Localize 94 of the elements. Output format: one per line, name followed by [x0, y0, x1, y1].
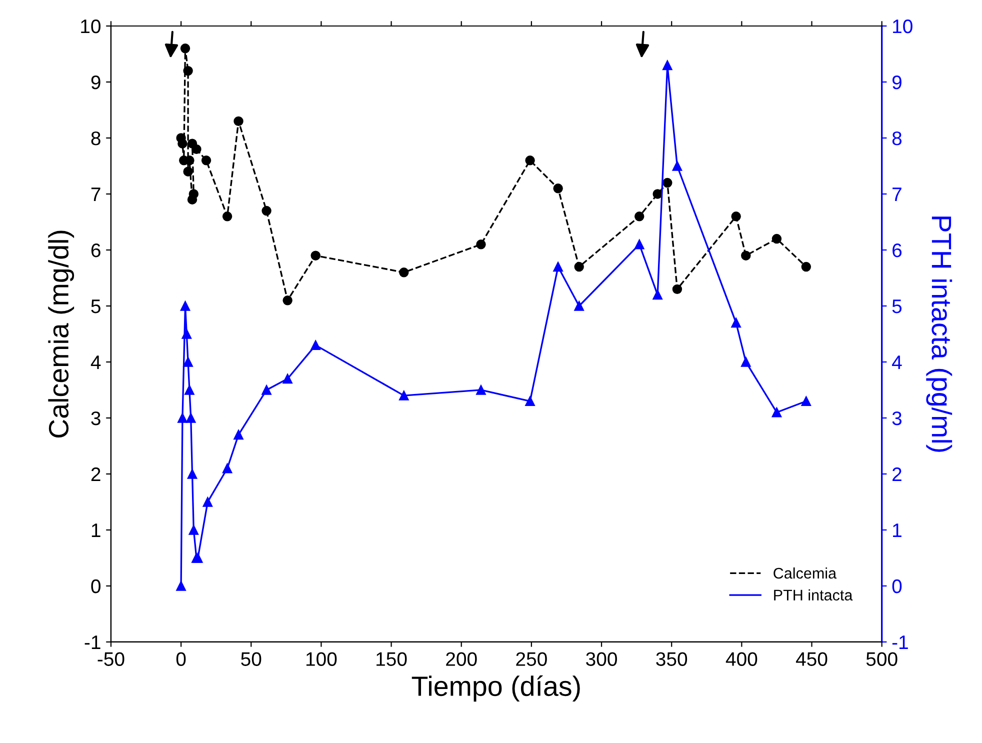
- y-axis-title: Calcemia (mg/dl): [48, 230, 74, 438]
- y-tick-label: 0: [91, 579, 100, 594]
- point: [178, 413, 188, 423]
- y2-tick-label: 6: [892, 243, 902, 258]
- point: [662, 178, 672, 188]
- point: [262, 385, 272, 395]
- x-tick-label: 450: [796, 652, 828, 666]
- y2-tick-label: 2: [892, 467, 902, 482]
- point: [184, 385, 194, 395]
- y-tick-label: 3: [91, 411, 100, 426]
- legend-label: PTH intacta: [774, 589, 853, 601]
- point: [662, 60, 672, 70]
- point: [282, 296, 292, 306]
- y2-axis-title: PTH intacta (pg/ml): [926, 216, 952, 452]
- point: [741, 250, 751, 260]
- point: [652, 189, 662, 199]
- point: [574, 301, 584, 311]
- point: [282, 374, 292, 384]
- point: [525, 156, 535, 166]
- point: [178, 138, 188, 148]
- point: [201, 156, 212, 166]
- point: [476, 240, 486, 250]
- x-tick-label: 400: [726, 652, 758, 666]
- y2-tick-label: 4: [892, 356, 902, 370]
- point: [652, 290, 662, 300]
- point: [399, 390, 409, 400]
- point: [234, 116, 244, 126]
- point: [672, 284, 682, 294]
- x-axis-title: Tiempo (días): [412, 675, 580, 702]
- point: [180, 301, 190, 311]
- point: [180, 44, 190, 54]
- point: [399, 268, 409, 278]
- y2-tick-label: 7: [892, 188, 902, 202]
- legend-label: Calcemia: [774, 567, 837, 579]
- point: [801, 396, 812, 406]
- point: [525, 396, 535, 406]
- point: [731, 212, 741, 222]
- y2-tick-label: 8: [892, 131, 902, 146]
- point: [476, 385, 486, 395]
- point: [634, 240, 644, 250]
- point: [186, 413, 196, 423]
- point: [801, 262, 812, 272]
- point: [182, 329, 192, 339]
- x-tick-label: 300: [586, 652, 617, 666]
- point: [188, 189, 199, 199]
- point: [188, 525, 199, 535]
- x-tick-label: 350: [656, 652, 688, 666]
- y-tick-label: 1: [92, 524, 100, 538]
- point: [234, 430, 244, 440]
- y-tick-label: 9: [91, 75, 100, 90]
- y-tick-label: -1: [84, 636, 100, 649]
- y-tick-label: 4: [90, 356, 101, 370]
- y-tick-label: 8: [91, 131, 100, 146]
- y-tick-label: 2: [91, 467, 100, 482]
- point: [192, 144, 202, 154]
- point: [310, 250, 320, 260]
- x-tick-label: 0: [176, 652, 186, 666]
- point: [672, 161, 682, 171]
- y2-tick-label: 9: [892, 75, 902, 90]
- y2-tick-label: -1: [892, 636, 908, 649]
- point: [741, 357, 751, 367]
- x-tick-label: 50: [241, 652, 262, 666]
- point: [553, 262, 563, 272]
- y-tick-label: 6: [91, 243, 100, 258]
- point: [772, 408, 782, 418]
- y-tick-label: 5: [91, 300, 100, 314]
- point: [183, 166, 193, 176]
- point: [574, 262, 584, 272]
- point: [634, 212, 644, 222]
- y-tick-label: 7: [91, 188, 100, 202]
- x-tick-label: 250: [516, 652, 547, 666]
- point: [183, 66, 193, 76]
- x-tick-label: 500: [866, 652, 898, 666]
- x-tick-label: -50: [98, 652, 124, 666]
- point: [310, 340, 320, 350]
- point: [262, 206, 272, 216]
- point: [222, 212, 232, 222]
- x-tick-label: 200: [446, 652, 477, 666]
- x-tick-label: 100: [306, 652, 337, 666]
- y-tick-label: 10: [81, 19, 100, 34]
- y2-tick-label: 10: [893, 19, 912, 34]
- point: [202, 497, 213, 507]
- y2-tick-label: 1: [893, 524, 902, 538]
- y2-tick-label: 5: [892, 300, 902, 314]
- point: [731, 318, 741, 328]
- point: [176, 581, 186, 591]
- point: [772, 234, 782, 244]
- x-tick-label: 150: [376, 652, 407, 666]
- point: [187, 469, 198, 479]
- point: [183, 357, 193, 367]
- y2-tick-label: 0: [892, 579, 902, 594]
- point: [222, 464, 232, 474]
- point: [553, 184, 563, 194]
- y2-tick-label: 3: [892, 411, 902, 426]
